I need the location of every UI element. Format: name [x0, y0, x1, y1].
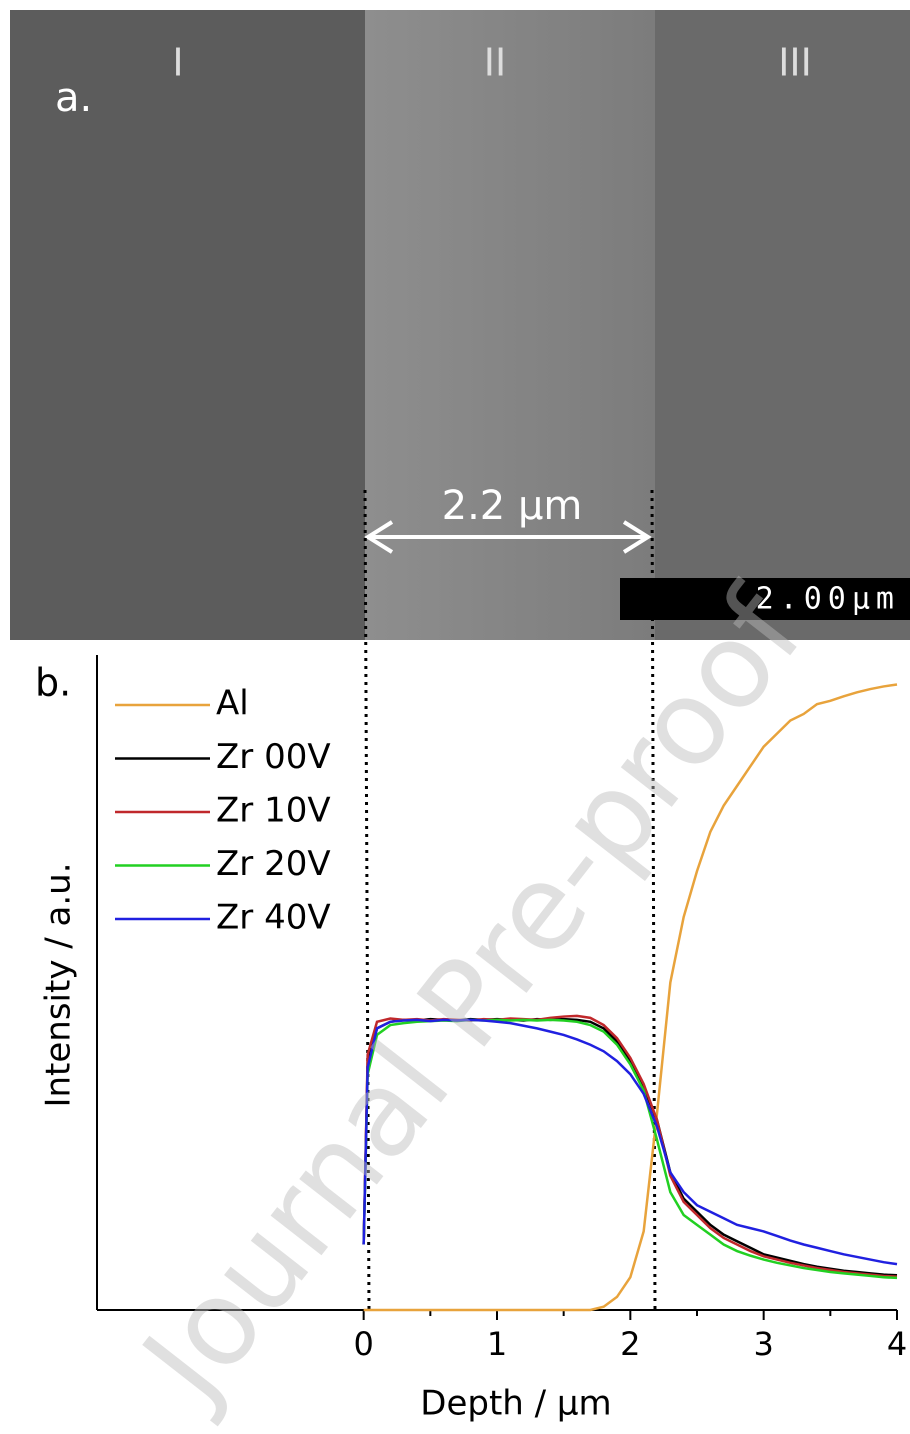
panel-label: b. — [35, 661, 71, 705]
scale-bar-bg — [620, 578, 910, 620]
x-tick-label: 4 — [887, 1325, 907, 1363]
legend-label: Zr 20V — [216, 844, 331, 884]
series-line — [362, 1018, 898, 1266]
arrow-head — [622, 520, 652, 554]
x-tick-label: 0 — [353, 1325, 373, 1363]
x-tick-label: 3 — [753, 1325, 773, 1363]
x-tick-label: 2 — [620, 1325, 640, 1363]
arrow-head — [364, 520, 394, 554]
guide-line — [650, 489, 657, 1311]
legend-label: Zr 00V — [216, 737, 331, 777]
legend-label: Zr 10V — [216, 791, 331, 831]
x-axis-label: Depth / µm — [420, 1384, 611, 1424]
sem-image: a. I II III 2.2 µm 2.00µm — [10, 10, 910, 640]
region-label: III — [778, 41, 812, 85]
region-label: I — [172, 41, 183, 85]
x-tick-label: 1 — [487, 1325, 507, 1363]
guide-line — [363, 489, 371, 1311]
legend-label: Al — [216, 684, 249, 724]
substrate — [655, 10, 910, 640]
legend-label: Zr 40V — [216, 898, 331, 938]
region-label: II — [484, 41, 506, 85]
coating — [365, 10, 655, 640]
scale-bar: 2.00µm — [756, 582, 900, 617]
panel-label: a. — [55, 75, 92, 121]
y-axis-label: Intensity / a.u. — [39, 862, 79, 1107]
chart: b. Intensity / a.u. Depth / µm 0 1 2 3 4 Al Zr… — [35, 655, 907, 1424]
thickness-label: 2.2 µm — [442, 483, 583, 529]
series-line — [363, 683, 898, 1312]
